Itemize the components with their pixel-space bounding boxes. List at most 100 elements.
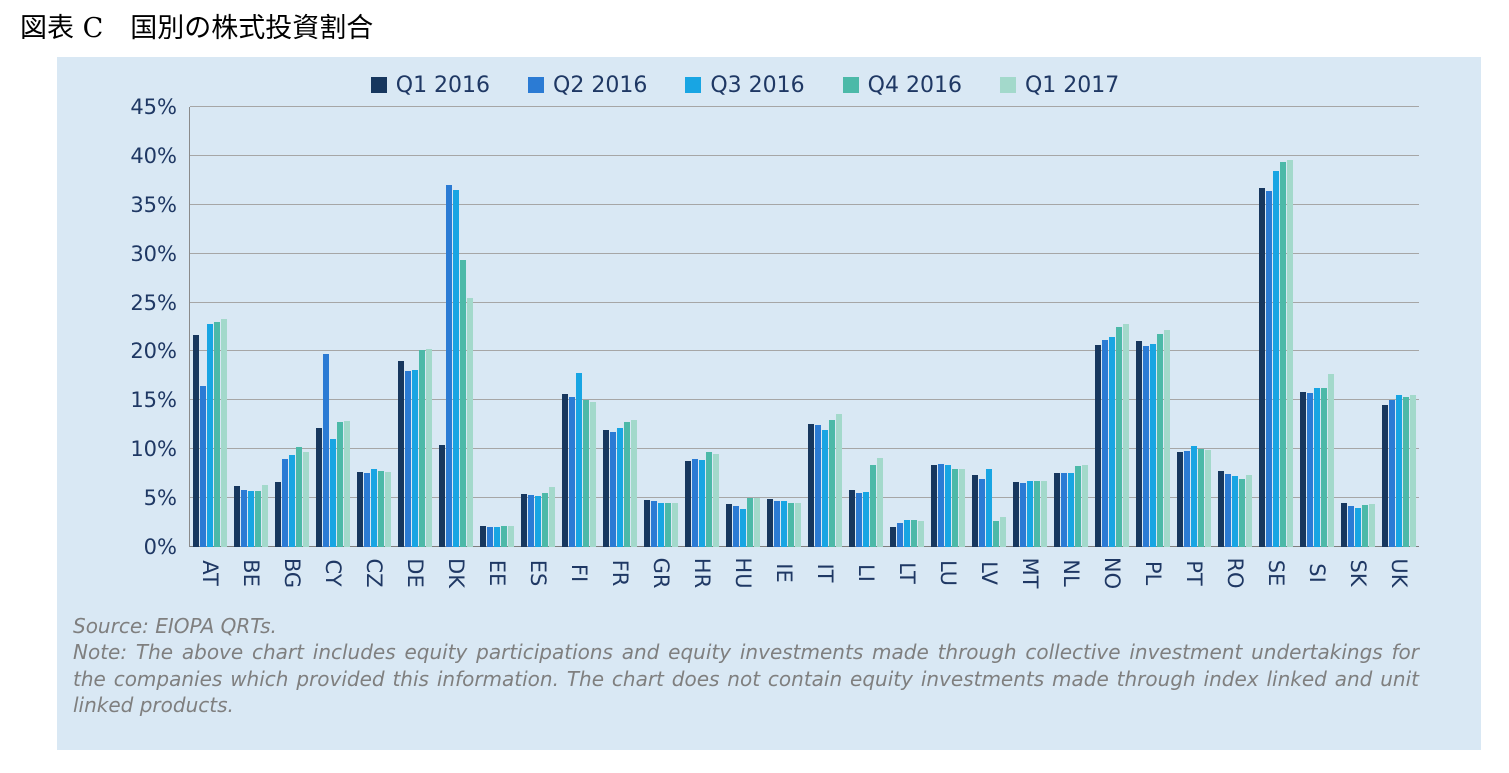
bar xyxy=(501,525,508,547)
bar-group: AT xyxy=(190,107,231,586)
bar xyxy=(1081,464,1088,547)
bar-group: GR xyxy=(641,107,682,588)
x-axis-label: HU xyxy=(731,557,756,589)
legend-item: Q1 2016 xyxy=(370,72,491,98)
gridline xyxy=(190,399,1419,401)
bar xyxy=(316,427,323,547)
bar xyxy=(357,471,364,547)
gridline xyxy=(190,106,1419,107)
x-axis-label: LV xyxy=(976,561,1001,585)
gridline xyxy=(190,154,1419,156)
bar xyxy=(917,520,924,547)
x-axis-label: BG xyxy=(280,557,305,589)
bar xyxy=(781,501,788,547)
bar xyxy=(453,190,460,547)
bar xyxy=(815,424,822,547)
bar xyxy=(1176,452,1183,547)
y-axis-tick-label: 35% xyxy=(130,192,177,217)
bar xyxy=(713,454,720,547)
bar xyxy=(1231,475,1238,547)
bar xyxy=(1354,507,1361,547)
bar xyxy=(1299,391,1306,547)
bar xyxy=(426,348,433,547)
bar xyxy=(862,492,869,547)
bar xyxy=(262,485,269,547)
bar-group: PL xyxy=(1132,107,1173,585)
bar xyxy=(1060,472,1067,547)
figure-title: 図表 C 国別の株式投資割合 xyxy=(20,13,374,44)
x-axis-label: DE xyxy=(403,558,428,588)
bar xyxy=(876,458,883,547)
bar xyxy=(1094,344,1101,547)
legend-label: Q1 2016 xyxy=(395,72,491,98)
bar xyxy=(590,402,597,547)
bar xyxy=(364,472,371,547)
bar-group: LV xyxy=(968,107,1009,585)
y-axis-tick-label: 10% xyxy=(130,437,177,462)
bar xyxy=(1409,395,1416,547)
bar-group: BG xyxy=(272,107,313,588)
bar-group: IE xyxy=(764,107,805,583)
bar xyxy=(576,372,583,547)
bar xyxy=(330,439,337,547)
bar-group: PT xyxy=(1173,107,1214,586)
x-axis-label: IT xyxy=(813,563,838,583)
x-axis-label: FR xyxy=(608,559,633,587)
bar xyxy=(1347,505,1354,547)
bar xyxy=(603,429,610,547)
bar-group: FI xyxy=(559,107,600,582)
bar xyxy=(978,478,985,547)
bar xyxy=(480,525,487,547)
bar xyxy=(303,452,310,547)
x-axis-label: CZ xyxy=(362,558,387,588)
bar xyxy=(1327,373,1334,547)
bar xyxy=(1026,480,1033,547)
bar xyxy=(221,319,228,547)
x-axis-label: MT xyxy=(1017,557,1042,589)
bar xyxy=(951,468,958,547)
bar xyxy=(282,459,289,547)
bar xyxy=(193,334,200,547)
bar xyxy=(1019,483,1026,547)
bar xyxy=(651,501,658,547)
bar xyxy=(1306,392,1313,547)
bar xyxy=(1115,327,1122,547)
x-axis-label: IE xyxy=(772,563,797,583)
bar xyxy=(583,400,590,547)
bar xyxy=(706,452,713,547)
bar xyxy=(405,371,412,547)
bar xyxy=(822,429,829,547)
bar xyxy=(1258,188,1265,547)
bar-group: IT xyxy=(805,107,846,583)
legend-swatch xyxy=(842,77,859,93)
gridline xyxy=(190,203,1419,205)
bar xyxy=(1286,159,1293,547)
bar xyxy=(508,525,515,547)
x-axis-label: EE xyxy=(485,559,510,587)
bar xyxy=(371,468,378,547)
x-axis-label: PL xyxy=(1140,560,1165,586)
x-axis-label: BE xyxy=(239,559,264,587)
gridline xyxy=(190,546,1419,547)
x-axis-label: RO xyxy=(1222,557,1247,589)
bar xyxy=(569,397,576,547)
bar xyxy=(467,297,474,547)
bar xyxy=(1190,446,1197,547)
bar xyxy=(1135,340,1142,547)
bar xyxy=(985,468,992,547)
legend-label: Q4 2016 xyxy=(867,72,962,98)
bar xyxy=(795,503,802,547)
bar-group: DE xyxy=(395,107,436,588)
legend-swatch xyxy=(999,77,1016,93)
bar xyxy=(1245,474,1252,547)
x-axis-label: ES xyxy=(526,559,551,587)
x-axis-label: SI xyxy=(1304,563,1329,583)
y-axis-tick-label: 30% xyxy=(130,241,177,266)
bar-group: LT xyxy=(886,107,927,584)
bar xyxy=(1197,449,1204,547)
bar xyxy=(289,455,296,547)
legend-label: Q2 2016 xyxy=(553,72,648,98)
bar-group: HU xyxy=(723,107,764,589)
bar xyxy=(1101,339,1108,547)
bar xyxy=(1156,333,1163,547)
